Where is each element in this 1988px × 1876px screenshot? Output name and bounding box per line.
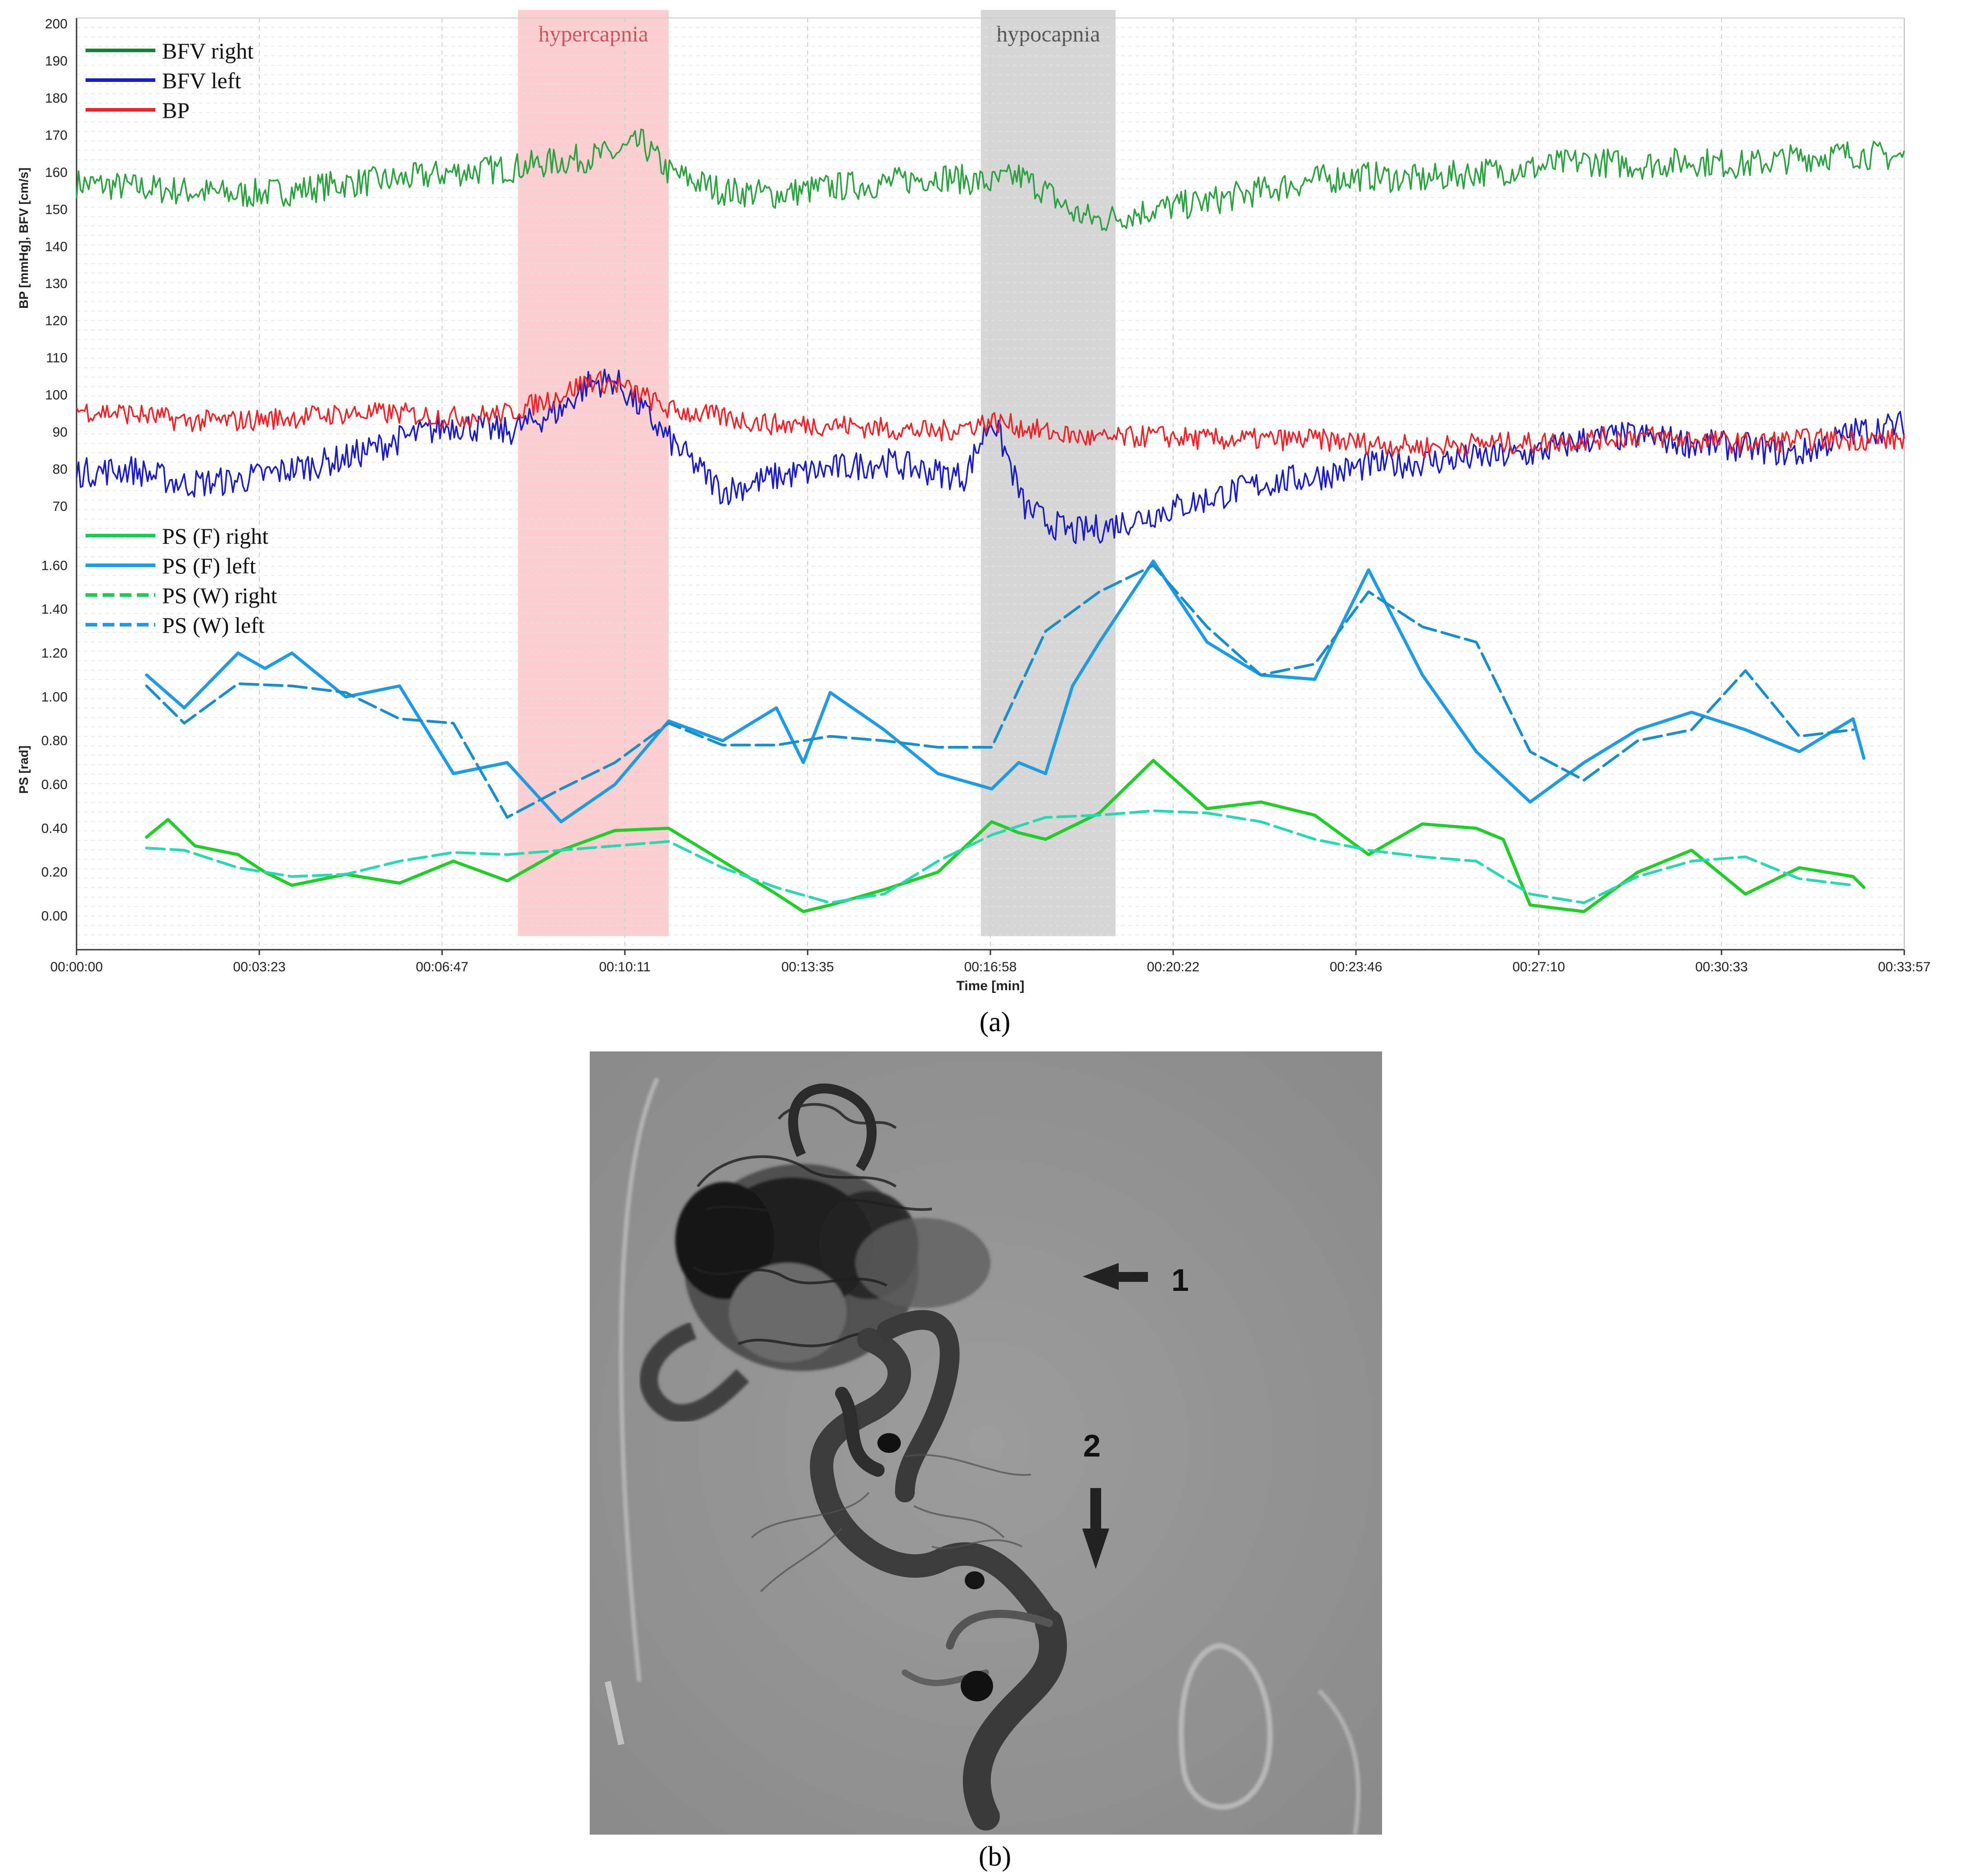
x-tick-label: 00:23:46	[1330, 960, 1383, 974]
arrow-2-icon	[1082, 1488, 1109, 1569]
legend-label: BFV left	[162, 68, 241, 93]
x-tick-label: 00:27:10	[1513, 960, 1565, 974]
y-tick-label-bottom: 0.00	[41, 909, 68, 924]
angiogram-image: 1 2	[590, 1051, 1382, 1835]
x-tick-label: 00:33:57	[1878, 960, 1931, 974]
series-line-ps-f-right	[145, 759, 1866, 913]
y-tick-label-top: 160	[45, 165, 68, 180]
legend-label: PS (W) right	[162, 583, 277, 608]
y-tick-label-top: 70	[53, 499, 68, 514]
y-tick-label-top: 80	[53, 462, 68, 477]
region-label-hypocapnia: hypocapnia	[996, 21, 1100, 46]
y-tick-label-bottom: 1.20	[41, 646, 68, 661]
x-tick-label: 00:13:35	[782, 960, 834, 974]
y-tick-label-top: 170	[45, 128, 68, 143]
y-tick-label-bottom: 1.60	[41, 558, 68, 573]
x-tick-label: 00:30:33	[1695, 960, 1748, 974]
x-tick-label: 00:03:23	[233, 960, 286, 974]
arrow-2-label: 2	[1083, 1428, 1101, 1463]
y-tick-label-top: 100	[45, 388, 68, 403]
y-tick-label-top: 110	[46, 351, 68, 365]
arrow-1-label: 1	[1171, 1263, 1189, 1298]
series-line-ps-f-left	[145, 559, 1866, 824]
y-tick-label-bottom: 0.20	[41, 865, 68, 880]
y-tick-label-top: 120	[45, 314, 68, 329]
x-tick-label: 00:06:47	[416, 960, 469, 974]
series-line-ps-w-right	[145, 809, 1855, 904]
y-tick-label-top: 180	[45, 91, 68, 106]
y-tick-label-bottom: 0.40	[41, 821, 68, 836]
panel-label-a: (a)	[979, 1007, 1011, 1037]
legend-label: PS (F) right	[162, 523, 268, 549]
x-tick-label: 00:16:58	[964, 960, 1017, 974]
x-tick-label: 00:10:11	[599, 960, 651, 974]
phase-shift-chart: hypercapnia hypocapnia BFV right BFV left B…	[17, 10, 1931, 993]
shaded-region-hypocapnia	[981, 10, 1116, 936]
series-line-bp	[76, 370, 1905, 458]
panel-label-b: (b)	[978, 1841, 1012, 1872]
y-tick-label-top: 130	[45, 276, 68, 291]
y-tick-label-bottom: 0.80	[41, 734, 68, 749]
legend-label: BP	[162, 98, 190, 123]
arrow-1-icon	[1083, 1263, 1148, 1290]
y-tick-label-top: 90	[53, 425, 68, 440]
y-axis-label-top: BP [mmHg], BFV [cm/s]	[17, 167, 31, 309]
y-tick-label-bottom: 1.00	[41, 690, 68, 704]
y-tick-label-top: 190	[45, 54, 68, 68]
y-tick-label-top: 200	[45, 17, 68, 32]
x-tick-label: 00:20:22	[1147, 960, 1200, 974]
y-tick-label-top: 140	[45, 239, 68, 254]
shaded-region-hypercapnia	[518, 10, 669, 936]
y-tick-label-top: 150	[45, 202, 68, 217]
x-tick-label: 00:00:00	[50, 960, 103, 974]
legend-label: PS (F) left	[162, 553, 256, 578]
region-label-hypercapnia: hypercapnia	[538, 21, 648, 46]
series-line-bfv-right	[76, 128, 1905, 231]
y-tick-label-bottom: 0.60	[41, 777, 68, 792]
x-axis-label: Time [min]	[956, 979, 1024, 993]
legend-label: PS (W) left	[162, 613, 265, 638]
legend-label: BFV right	[162, 38, 253, 63]
y-axis-label-bottom: PS [rad]	[17, 745, 31, 794]
y-tick-label-bottom: 1.40	[41, 602, 68, 617]
series-line-ps-w-left	[145, 564, 1855, 819]
